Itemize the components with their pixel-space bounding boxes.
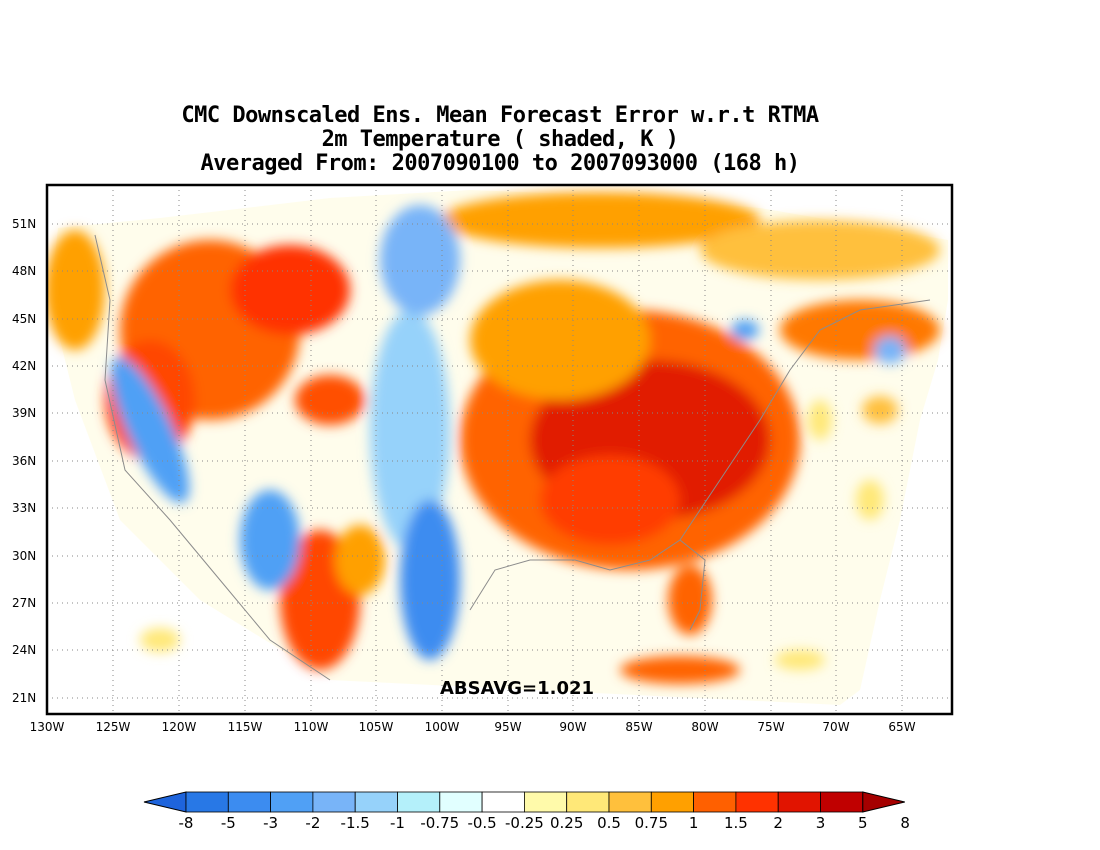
colorbar-swatch (524, 791, 568, 813)
lon-tick-label: 95W (494, 720, 521, 734)
colorbar-label: -1.5 (341, 814, 370, 832)
colorbar-label: 0.5 (597, 814, 621, 832)
lat-tick-label: 21N (12, 691, 36, 705)
title-line-1: CMC Downscaled Ens. Mean Forecast Error … (181, 103, 819, 128)
colorbar-label: -0.25 (505, 814, 544, 832)
colorbar-label: 0.75 (635, 814, 668, 832)
coastline (94, 234, 931, 681)
lat-tick-label: 27N (12, 596, 36, 610)
colorbar-swatch (650, 791, 694, 813)
lat-tick-label: 48N (12, 264, 36, 278)
lat-tick-label: 42N (12, 359, 36, 373)
colorbar-right-arrow (862, 791, 905, 813)
colorbar-label: 8 (900, 814, 910, 832)
colorbar-label: -8 (179, 814, 194, 832)
lat-tick-label: 24N (12, 643, 36, 657)
colorbar-swatch (354, 791, 398, 813)
grid (47, 185, 952, 714)
colorbar-label: 1 (689, 814, 699, 832)
colorbar-label: -0.75 (420, 814, 459, 832)
colorbar-swatch (185, 791, 229, 813)
lon-tick-label: 110W (294, 720, 329, 734)
colorbar: -8 -5 -3 -2 -1.5 -1 -0.75 -0.5 -0.25 0.25 0.5 0.75 1… (143, 791, 910, 832)
lat-tick-label: 33N (12, 501, 36, 515)
colorbar-label: -1 (390, 814, 405, 832)
colorbar-swatch (227, 791, 272, 813)
lon-tick-label: 105W (359, 720, 394, 734)
lat-tick-label: 45N (12, 312, 36, 326)
lat-tick-label: 51N (12, 217, 36, 231)
colorbar-label: -2 (305, 814, 320, 832)
cold-region-mexico (400, 500, 460, 660)
colorbar-label: 3 (816, 814, 826, 832)
lat-axis: 51N 48N 45N 42N 39N 36N 33N 30N 27N 24N … (12, 217, 36, 705)
colorbar-label: 2 (773, 814, 783, 832)
colorbar-swatch (735, 791, 779, 813)
colorbar-swatch (481, 791, 525, 813)
lat-tick-label: 39N (12, 406, 36, 420)
colorbar-swatch (777, 791, 821, 813)
colorbar-label: -5 (221, 814, 236, 832)
colorbar-label: 0.25 (550, 814, 583, 832)
warm-region-north (440, 192, 760, 248)
lon-tick-label: 80W (691, 720, 718, 734)
colorbar-label: -3 (263, 814, 278, 832)
colorbar-swatch (608, 791, 652, 813)
colorbar-label: -0.5 (467, 814, 496, 832)
cold-region-california (110, 356, 190, 504)
colorbar-swatch (312, 791, 356, 813)
title-line-3: Averaged From: 2007090100 to 2007093000 … (200, 151, 800, 176)
colorbar-swatch (693, 791, 737, 813)
colorbar-label: 1.5 (724, 814, 748, 832)
lon-tick-label: 65W (888, 720, 915, 734)
colorbar-swatch (566, 791, 610, 813)
lon-tick-label: 90W (559, 720, 586, 734)
colorbar-swatch (270, 791, 314, 813)
colorbar-label: 5 (858, 814, 868, 832)
colorbar-left-arrow (143, 791, 187, 813)
shaded-field (47, 190, 948, 705)
cold-region-rockies (370, 310, 450, 550)
lon-tick-label: 130W (30, 720, 65, 734)
warm-region-florida (668, 565, 712, 635)
lon-tick-label: 70W (822, 720, 849, 734)
colorbar-swatch (820, 791, 864, 813)
colorbar-swatch (439, 791, 483, 813)
lon-tick-label: 75W (757, 720, 784, 734)
plot-frame (45, 183, 954, 716)
lat-tick-label: 36N (12, 454, 36, 468)
lon-tick-label: 115W (228, 720, 263, 734)
title-line-2: 2m Temperature ( shaded, K ) (321, 127, 679, 152)
lon-tick-label: 85W (625, 720, 652, 734)
absavg-annotation: ABSAVG=1.021 (440, 678, 594, 699)
lon-axis: 130W 125W 120W 115W 110W 105W 100W 95W 9… (30, 720, 916, 734)
colorbar-swatch (397, 791, 441, 813)
lon-tick-label: 125W (96, 720, 131, 734)
lon-tick-label: 100W (425, 720, 460, 734)
lat-tick-label: 30N (12, 549, 36, 563)
lon-tick-label: 120W (162, 720, 197, 734)
